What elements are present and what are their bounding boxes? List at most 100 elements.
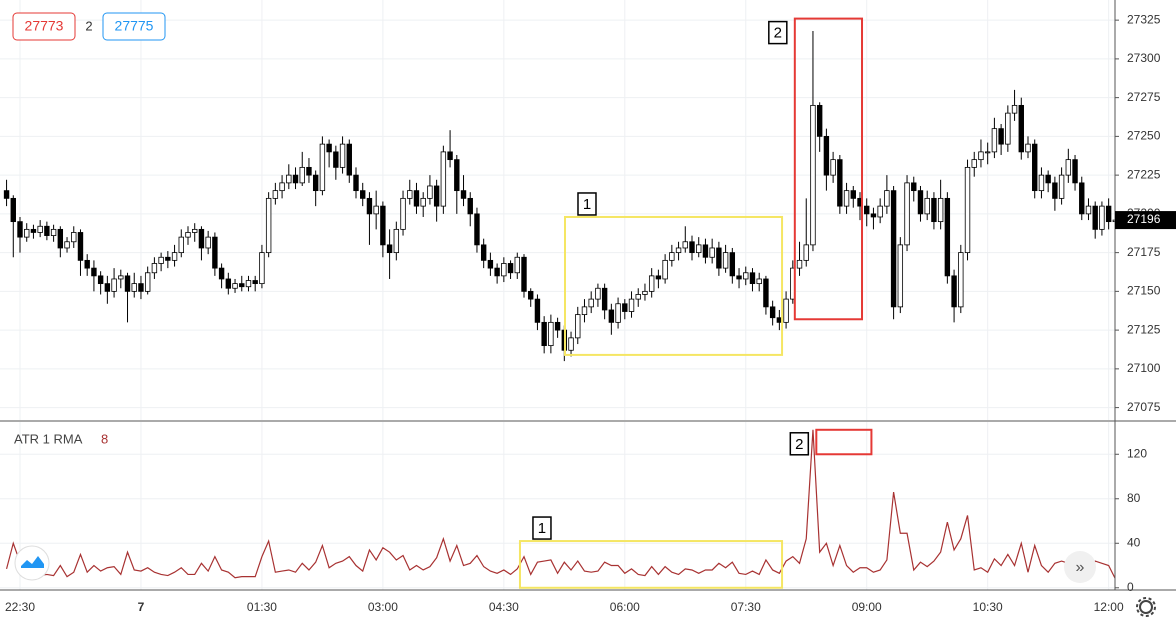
- annotation-label-box: [577, 192, 597, 216]
- candle-body: [722, 252, 729, 269]
- candle-body: [870, 213, 877, 218]
- y-tick-label: 27300: [1127, 51, 1161, 65]
- candle-body: [937, 197, 944, 223]
- bid-box[interactable]: [12, 12, 76, 41]
- candle-body: [628, 298, 635, 312]
- candle-body: [803, 244, 809, 261]
- candle-body: [111, 278, 117, 292]
- candle-body: [514, 256, 520, 274]
- candle-body: [601, 287, 608, 311]
- candle-body: [306, 166, 312, 176]
- y-tick-label: 40: [1127, 535, 1141, 549]
- candle-body: [373, 205, 379, 215]
- candle-body: [205, 236, 211, 249]
- candle-body: [440, 151, 447, 207]
- candle-body: [897, 244, 904, 308]
- candle-body: [1038, 174, 1045, 192]
- candle-body: [1018, 104, 1024, 153]
- candle-body: [501, 263, 507, 277]
- candle-body: [487, 259, 494, 269]
- candle-body: [292, 174, 299, 184]
- candle-body: [796, 259, 803, 269]
- candle-body: [17, 221, 23, 238]
- candle-body: [904, 182, 910, 246]
- candle-body: [615, 303, 621, 323]
- candle-body: [299, 166, 305, 184]
- y-tick-label: 120: [1127, 446, 1147, 460]
- y-tick-label: 27225: [1127, 167, 1161, 181]
- indicator-line: [5, 429, 1115, 580]
- candle-body: [978, 151, 984, 161]
- candle-body: [971, 159, 977, 168]
- annotation-label-box: [768, 20, 788, 45]
- candle-body: [460, 190, 467, 199]
- candle-body: [84, 259, 90, 269]
- candle-body: [1099, 205, 1105, 230]
- scroll-button[interactable]: »: [1064, 551, 1096, 583]
- candle-body: [1011, 104, 1018, 114]
- logo-button[interactable]: [14, 545, 50, 581]
- candle-body: [44, 225, 50, 236]
- candle-body: [245, 280, 252, 288]
- x-tick-label: 07:30: [731, 600, 761, 614]
- candle-body: [239, 283, 245, 288]
- x-tick-label: 04:30: [489, 600, 519, 614]
- candle-body: [386, 244, 393, 254]
- settings-button[interactable]: [1136, 597, 1156, 617]
- candle-body: [521, 256, 527, 292]
- candle-body: [480, 244, 487, 261]
- candle-body: [118, 275, 124, 280]
- x-tick-label: 01:30: [247, 600, 277, 614]
- candle-body: [151, 263, 158, 274]
- annotation-box: [563, 215, 784, 356]
- ask-box[interactable]: [102, 12, 166, 41]
- candle-body: [756, 278, 762, 285]
- candle-body: [662, 259, 668, 280]
- candle-body: [702, 244, 709, 258]
- candle-body: [716, 247, 722, 269]
- x-tick-label: 10:30: [973, 600, 1003, 614]
- candle-body: [50, 228, 57, 236]
- candle-body: [212, 236, 218, 269]
- candle-body: [71, 232, 77, 243]
- candle-body: [917, 190, 924, 215]
- candle-body: [729, 252, 736, 277]
- candle-body: [1072, 159, 1078, 184]
- candle-body: [951, 275, 957, 308]
- candle-body: [165, 256, 171, 261]
- candle-body: [843, 190, 850, 207]
- candle-body: [1005, 112, 1011, 145]
- y-tick-label: 27150: [1127, 284, 1161, 298]
- candle-body: [548, 321, 554, 347]
- candle-body: [682, 241, 688, 249]
- candle-body: [877, 205, 883, 218]
- candle-body: [339, 143, 346, 168]
- candle-body: [528, 290, 534, 300]
- y-tick-label: 27250: [1127, 129, 1161, 143]
- indicator-name: ATR 1 RMA: [14, 431, 83, 446]
- candle-body: [1032, 143, 1038, 192]
- candle-body: [1079, 182, 1085, 215]
- candle-body: [1112, 219, 1115, 223]
- candle-body: [648, 275, 655, 292]
- candle-body: [783, 298, 789, 323]
- bid-price: 27773: [25, 18, 64, 34]
- annotation-box: [815, 428, 873, 456]
- candle-body: [810, 104, 816, 246]
- annotation-label: 1: [583, 196, 591, 213]
- y-tick-label: 80: [1127, 491, 1141, 505]
- candle-body: [931, 197, 937, 223]
- annotation-box: [518, 540, 784, 589]
- candle-body: [144, 272, 151, 292]
- candle-body: [1045, 174, 1051, 184]
- candle-body: [400, 197, 406, 230]
- candle-body: [991, 128, 998, 153]
- candle-body: [608, 309, 615, 323]
- candle-body: [534, 298, 541, 323]
- spread: 2: [85, 18, 92, 33]
- y-tick-label: 27100: [1127, 361, 1161, 375]
- candle-body: [635, 294, 641, 300]
- candle-body: [10, 197, 16, 223]
- candle-body: [353, 174, 359, 192]
- candle-body: [1092, 205, 1098, 230]
